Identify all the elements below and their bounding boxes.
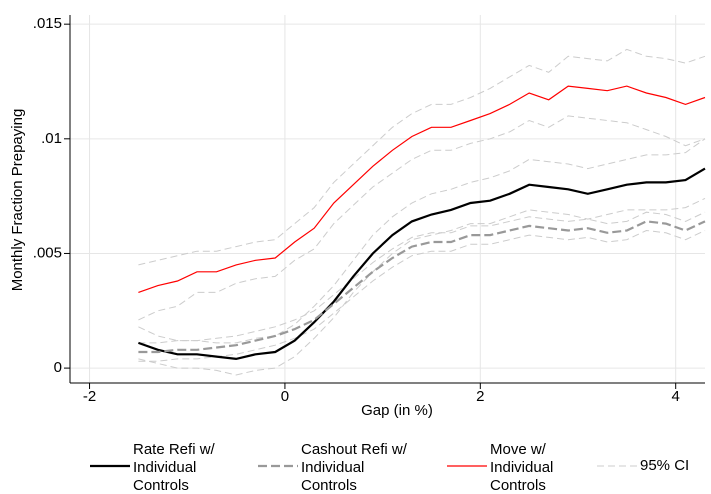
ci-line	[138, 138, 706, 344]
y-tick-label: .015	[33, 15, 62, 32]
ci-line	[138, 229, 706, 362]
ci-line	[138, 48, 706, 266]
y-tick-label: 0	[54, 359, 62, 376]
x-tick-label: 4	[672, 388, 680, 405]
legend-label: Move w/	[490, 441, 547, 458]
y-axis-label: Monthly Fraction Prepaying	[9, 109, 26, 292]
ci-line	[138, 115, 706, 321]
legend-label: Individual	[301, 459, 364, 476]
x-tick-label: 0	[281, 388, 289, 405]
y-tick-label: .005	[33, 244, 62, 261]
ci-line	[138, 211, 706, 344]
ci-line	[138, 197, 706, 376]
series-line	[138, 167, 706, 361]
legend-label: Controls	[490, 477, 546, 494]
y-tick-label: .01	[41, 130, 62, 147]
series-line	[138, 220, 706, 354]
legend-label: 95% CI	[640, 457, 689, 474]
x-tick-label: 2	[476, 388, 484, 405]
legend-label: Controls	[133, 477, 189, 494]
x-tick-label: -2	[83, 388, 96, 405]
legend-label: Individual	[133, 459, 196, 476]
legend-label: Controls	[301, 477, 357, 494]
legend-label: Individual	[490, 459, 553, 476]
legend-label: Rate Refi w/	[133, 441, 216, 458]
series-line	[138, 85, 706, 293]
x-axis-label: Gap (in %)	[361, 402, 433, 419]
legend-label: Cashout Refi w/	[301, 441, 408, 458]
